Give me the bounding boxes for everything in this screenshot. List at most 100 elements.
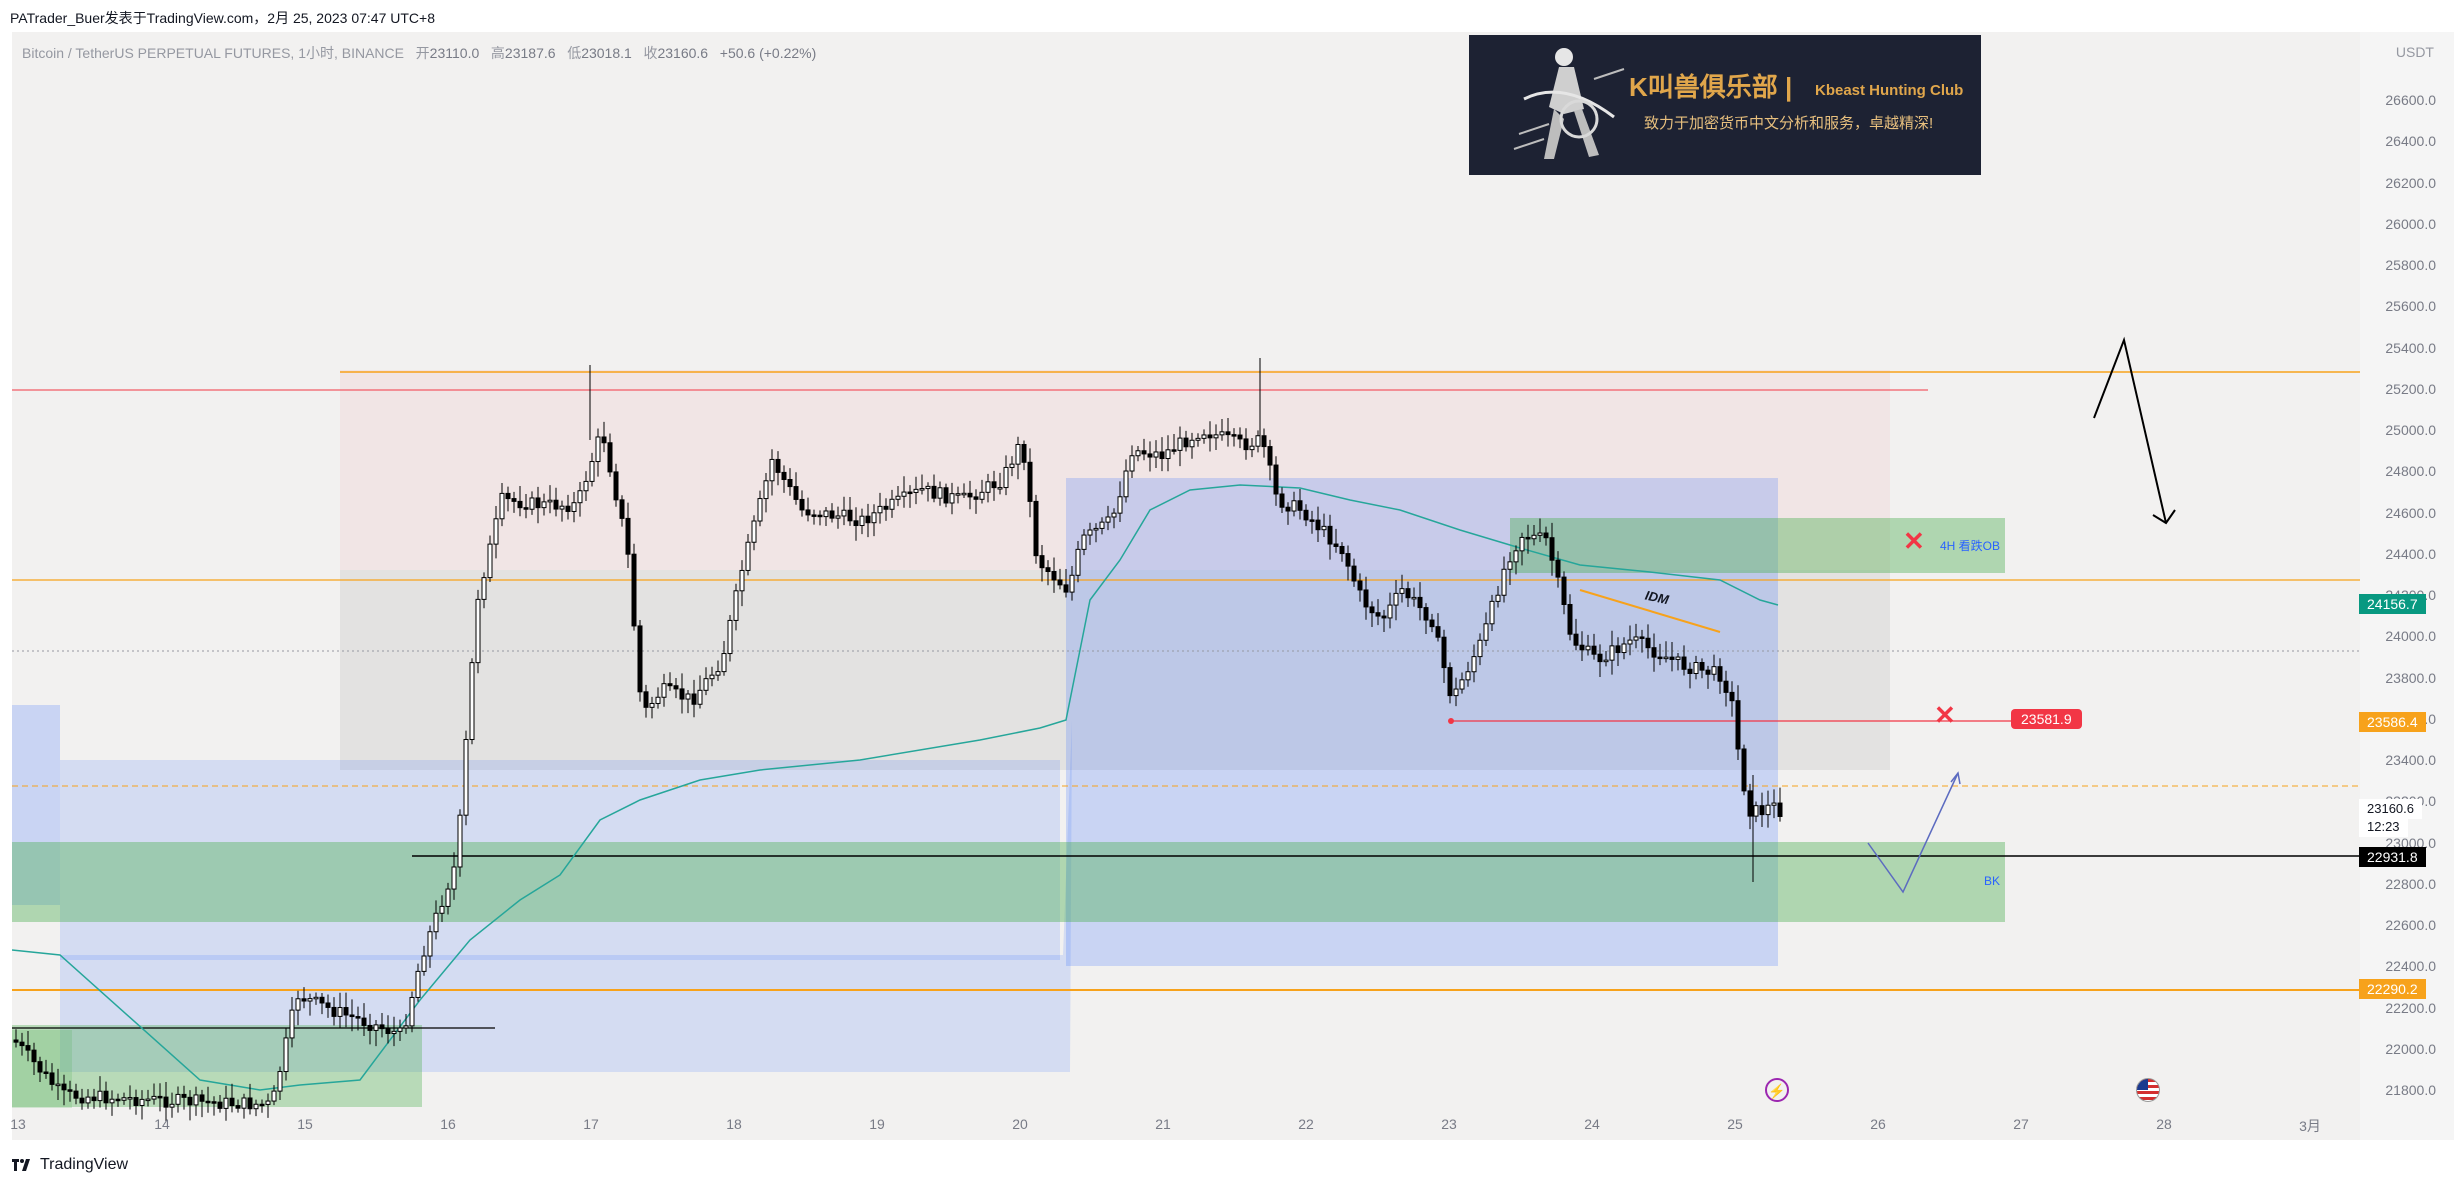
symbol-name[interactable]: Bitcoin / TetherUS PERPETUAL FUTURES, 1小…: [22, 45, 404, 61]
candle-body: [889, 498, 895, 510]
candle-body: [319, 996, 325, 1004]
candle-body: [67, 1089, 73, 1092]
time-tick-label: 19: [869, 1116, 885, 1132]
candle-body: [115, 1098, 121, 1102]
price-tick-label: 24400.0: [2385, 545, 2436, 562]
candle-body: [679, 688, 685, 700]
tradingview-name: TradingView: [40, 1156, 129, 1173]
time-axis[interactable]: 13 14 15 16 17 18 19 20 21 22 23 24 25 26 27 28 3月: [0, 1110, 2360, 1140]
club-title-text: K叫兽俱乐部: [1629, 72, 1778, 102]
candle-body: [1279, 493, 1285, 508]
high-value: 23187.6: [504, 45, 556, 61]
candle-body: [145, 1098, 151, 1102]
candle-body: [847, 509, 853, 522]
candle-body: [91, 1096, 97, 1102]
open-label: 开: [415, 45, 430, 61]
invalidated-level-x-icon: ✕: [1934, 700, 1956, 730]
candle-body: [1177, 437, 1183, 451]
candle-body: [1549, 537, 1555, 561]
candle-body: [151, 1095, 157, 1100]
candle-body: [1285, 506, 1291, 512]
candle-body: [523, 507, 529, 510]
candle-body: [493, 518, 499, 545]
candle-body: [1207, 434, 1213, 439]
candle-body: [661, 683, 667, 698]
candle-body: [79, 1097, 85, 1104]
candle-body: [637, 625, 643, 693]
price-tag-teal: 24156.7: [2359, 594, 2426, 614]
candle-body: [205, 1100, 211, 1104]
candle-body: [451, 866, 457, 890]
candle-body: [595, 436, 601, 463]
candle-body: [1519, 536, 1525, 552]
candle-body: [1273, 464, 1279, 495]
candle-body: [1093, 527, 1099, 531]
candle-body: [1267, 446, 1273, 466]
candle-body: [271, 1090, 277, 1102]
candle-body: [991, 481, 997, 489]
candle-body: [487, 543, 493, 579]
candle-body: [751, 520, 757, 543]
candle-body: [1189, 439, 1195, 448]
candle-body: [211, 1101, 217, 1104]
candle-body: [793, 486, 799, 500]
candle-body: [529, 497, 535, 510]
change-value: +50.6 (+0.22%): [719, 45, 817, 61]
candle-body: [379, 1024, 385, 1030]
candle-body: [853, 520, 859, 527]
candle-body: [1039, 555, 1045, 569]
candle-body: [1489, 600, 1495, 625]
candle-body: [313, 996, 319, 1000]
candle-body: [1213, 434, 1219, 439]
candle-body: [1195, 437, 1201, 441]
chart-pane[interactable]: [12, 32, 2360, 1140]
price-axis[interactable]: USDT 26600.0 26400.0 26200.0 26000.0 25800.0…: [2360, 32, 2454, 1140]
candle-body: [1573, 633, 1579, 646]
time-tick-label: 28: [2156, 1116, 2172, 1132]
candle-body: [421, 955, 427, 972]
candle-body: [235, 1105, 241, 1109]
candle-body: [1117, 496, 1123, 514]
close-value: 23160.6: [657, 45, 709, 61]
candle-body: [1183, 437, 1189, 448]
candle-body: [1501, 568, 1507, 596]
candle-body: [643, 691, 649, 708]
us-flag-icon[interactable]: [2136, 1078, 2160, 1102]
candle-body: [667, 683, 673, 687]
candle-body: [1471, 656, 1477, 673]
time-tick-label: 22: [1298, 1116, 1314, 1132]
vwap-line: [12, 484, 1779, 1091]
lightning-icon[interactable]: ⚡: [1765, 1078, 1789, 1102]
candle-body: [775, 458, 781, 473]
candle-body: [1687, 668, 1693, 674]
candle-body: [1627, 639, 1633, 645]
candle-body: [73, 1090, 79, 1099]
candle-body: [1729, 691, 1735, 702]
chart-canvas[interactable]: [12, 32, 2360, 1140]
breaker-zone: [12, 842, 2005, 922]
candle-body: [1051, 571, 1057, 581]
candle-body: [229, 1097, 235, 1107]
candle-body: [457, 814, 463, 868]
candle-body: [763, 480, 769, 500]
hunter-figure-icon: [1513, 48, 1625, 159]
candle-body: [1099, 521, 1105, 529]
candle-body: [1369, 606, 1375, 614]
candle-body: [1135, 450, 1141, 457]
candle-body: [931, 485, 937, 499]
candle-body: [1315, 519, 1321, 531]
breaker-label[interactable]: BK: [1984, 874, 2001, 888]
bearish-ob-label[interactable]: 4H 看跌OB: [1940, 539, 2001, 553]
time-tick-label: 21: [1155, 1116, 1171, 1132]
tradingview-brand[interactable]: TradingView: [12, 1156, 128, 1174]
candle-body: [535, 497, 541, 509]
candle-body: [1771, 802, 1777, 806]
candle-body: [1009, 463, 1015, 468]
level-price-tag[interactable]: 23581.9: [2011, 709, 2082, 729]
candle-body: [259, 1103, 265, 1107]
candle-body: [895, 495, 901, 500]
candle-body: [193, 1094, 199, 1106]
candle-body: [883, 505, 889, 510]
candle-body: [1735, 700, 1741, 750]
candle-body: [1651, 647, 1657, 658]
